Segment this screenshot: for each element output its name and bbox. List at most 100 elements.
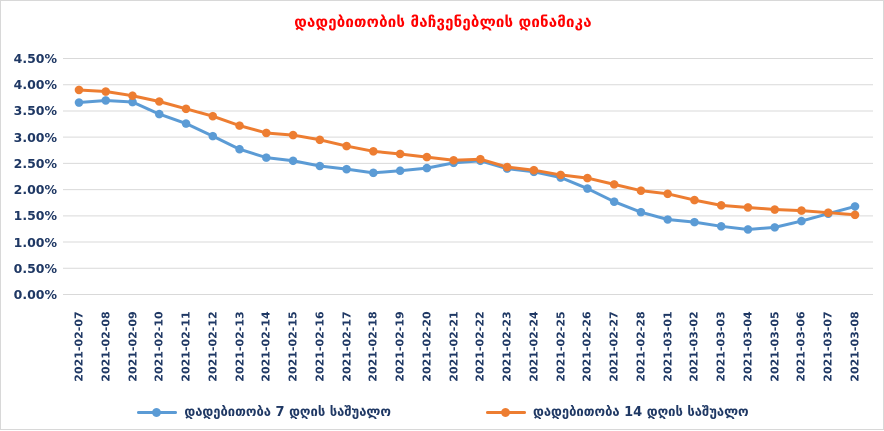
data-point [235, 121, 244, 130]
x-tick-label: 2021-02-20 [420, 311, 434, 382]
data-point [369, 147, 378, 156]
data-point [476, 154, 485, 164]
data-point [315, 135, 325, 145]
x-tick-label: 2021-02-18 [366, 311, 380, 382]
data-point [583, 184, 592, 193]
x-tick-label: 2021-02-13 [233, 311, 247, 382]
data-point [636, 186, 646, 195]
x-tick-label: 2021-03-04 [741, 311, 755, 382]
legend-label-7day: დადებითობა 7 დღის საშუალო [184, 405, 391, 420]
data-point [422, 152, 432, 162]
data-point [395, 149, 405, 159]
data-point [663, 189, 672, 199]
x-tick-label: 2021-02-27 [607, 311, 621, 382]
data-point [181, 104, 191, 114]
x-tick-label: 2021-02-12 [206, 311, 220, 382]
y-tick-label: 0.00% [13, 287, 57, 302]
legend-dot-7day [152, 408, 162, 417]
x-tick-label: 2021-03-05 [768, 311, 782, 382]
y-tick-label: 1.00% [13, 234, 57, 250]
x-tick-label: 2021-03-06 [794, 311, 808, 382]
series-line-1 [77, 88, 857, 217]
y-tick-label: 3.50% [13, 103, 57, 119]
x-tick-label: 2021-02-16 [313, 311, 327, 382]
x-tick-label: 2021-02-24 [527, 311, 541, 382]
data-point [850, 202, 860, 211]
data-point [797, 206, 806, 215]
x-tick-label: 2021-02-14 [259, 311, 273, 382]
x-tick-label: 2021-02-25 [554, 311, 568, 382]
data-point [128, 97, 137, 107]
data-point [128, 91, 137, 101]
data-point [716, 222, 726, 231]
data-point [154, 97, 164, 106]
data-point [395, 166, 405, 176]
data-point [850, 210, 860, 220]
series-line-0 [77, 98, 857, 231]
data-point [235, 144, 244, 154]
chart-title: დადებითობის მაჩვენებლის დინამიკა [294, 13, 592, 31]
data-point [690, 217, 699, 227]
data-point [422, 163, 432, 173]
data-point [288, 156, 298, 166]
x-tick-label: 2021-02-19 [393, 311, 407, 382]
x-tick-label: 2021-03-07 [821, 311, 835, 382]
x-tick-label: 2021-03-03 [714, 311, 728, 382]
data-point [690, 195, 699, 205]
data-point [208, 111, 218, 121]
data-point [101, 96, 111, 105]
data-point [770, 223, 780, 232]
data-point [449, 155, 458, 165]
data-point [716, 201, 726, 210]
y-tick-label: 0.50% [13, 260, 57, 276]
data-point [636, 207, 646, 217]
data-point [609, 197, 619, 206]
x-tick-label: 2021-02-11 [179, 311, 193, 382]
data-point [556, 170, 565, 180]
data-point [743, 225, 753, 234]
data-point [823, 208, 833, 217]
data-point [770, 205, 780, 214]
x-tick-label: 2021-02-10 [152, 311, 166, 382]
data-point [208, 131, 218, 141]
data-point [369, 168, 378, 178]
y-tick-label: 1.50% [13, 208, 57, 224]
data-point [288, 130, 298, 140]
data-point [342, 164, 351, 174]
x-tick-label: 2021-03-02 [687, 311, 701, 382]
line-marker-icon [485, 408, 526, 417]
data-point [101, 87, 111, 96]
data-point [74, 85, 84, 95]
data-point [609, 180, 619, 189]
x-tick-label: 2021-02-08 [99, 311, 113, 382]
data-point [342, 141, 351, 151]
x-tick-label: 2021-02-15 [286, 311, 300, 382]
data-point [154, 109, 164, 119]
data-point [583, 173, 592, 183]
x-tick-label: 2021-02-26 [580, 311, 594, 382]
x-tick-label: 2021-03-01 [661, 311, 675, 382]
data-point [315, 161, 325, 171]
data-point [74, 98, 84, 107]
data-point [743, 203, 753, 212]
data-point [262, 153, 271, 162]
y-tick-label: 4.00% [13, 77, 57, 93]
y-tick-label: 2.00% [13, 182, 57, 198]
x-tick-label: 2021-02-21 [447, 311, 461, 382]
legend-dot-14day [500, 408, 510, 417]
y-tick-label: 4.50% [13, 51, 57, 66]
y-tick-label: 3.00% [13, 129, 57, 145]
data-point [502, 162, 512, 172]
data-point [797, 216, 806, 226]
x-tick-label: 2021-03-08 [848, 311, 862, 382]
data-point [663, 215, 672, 224]
data-point [262, 128, 271, 138]
x-tick-label: 2021-02-28 [634, 311, 648, 382]
legend: დადებითობა 7 დღის საშუალო დადებითობა 14 … [1, 405, 884, 420]
x-tick-label: 2021-02-23 [500, 311, 514, 382]
x-tick-label: 2021-02-07 [72, 311, 86, 382]
data-point [529, 165, 539, 175]
legend-item-7day: დადებითობა 7 დღის საშუალო [137, 405, 391, 420]
data-point [181, 119, 191, 128]
